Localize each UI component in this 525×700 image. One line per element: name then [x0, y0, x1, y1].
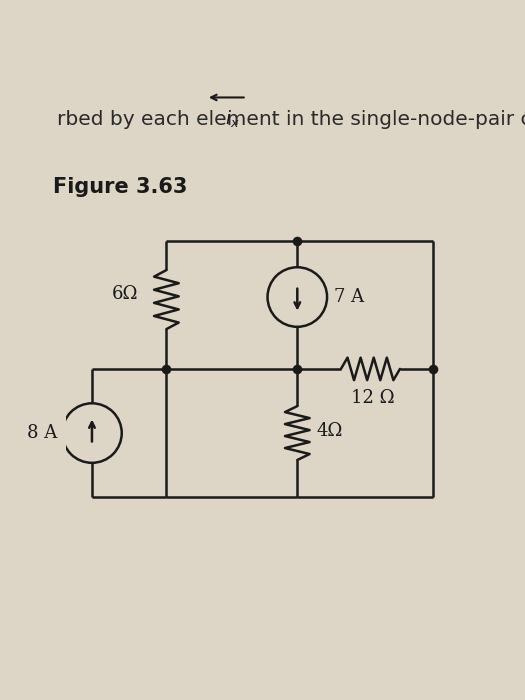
Point — [293, 235, 301, 246]
Text: 6Ω: 6Ω — [112, 286, 138, 304]
Point — [293, 363, 301, 374]
Text: 4Ω: 4Ω — [317, 421, 343, 440]
Text: Figure 3.63: Figure 3.63 — [54, 177, 188, 197]
Text: 12 Ω: 12 Ω — [351, 389, 395, 407]
Text: 7 A: 7 A — [334, 288, 364, 306]
Text: $i_x$: $i_x$ — [225, 108, 240, 130]
Text: 8 A: 8 A — [27, 424, 57, 442]
Point — [429, 363, 437, 374]
Text: rbed by each element in the single-node-pair circu: rbed by each element in the single-node-… — [58, 109, 525, 129]
Point — [162, 363, 171, 374]
